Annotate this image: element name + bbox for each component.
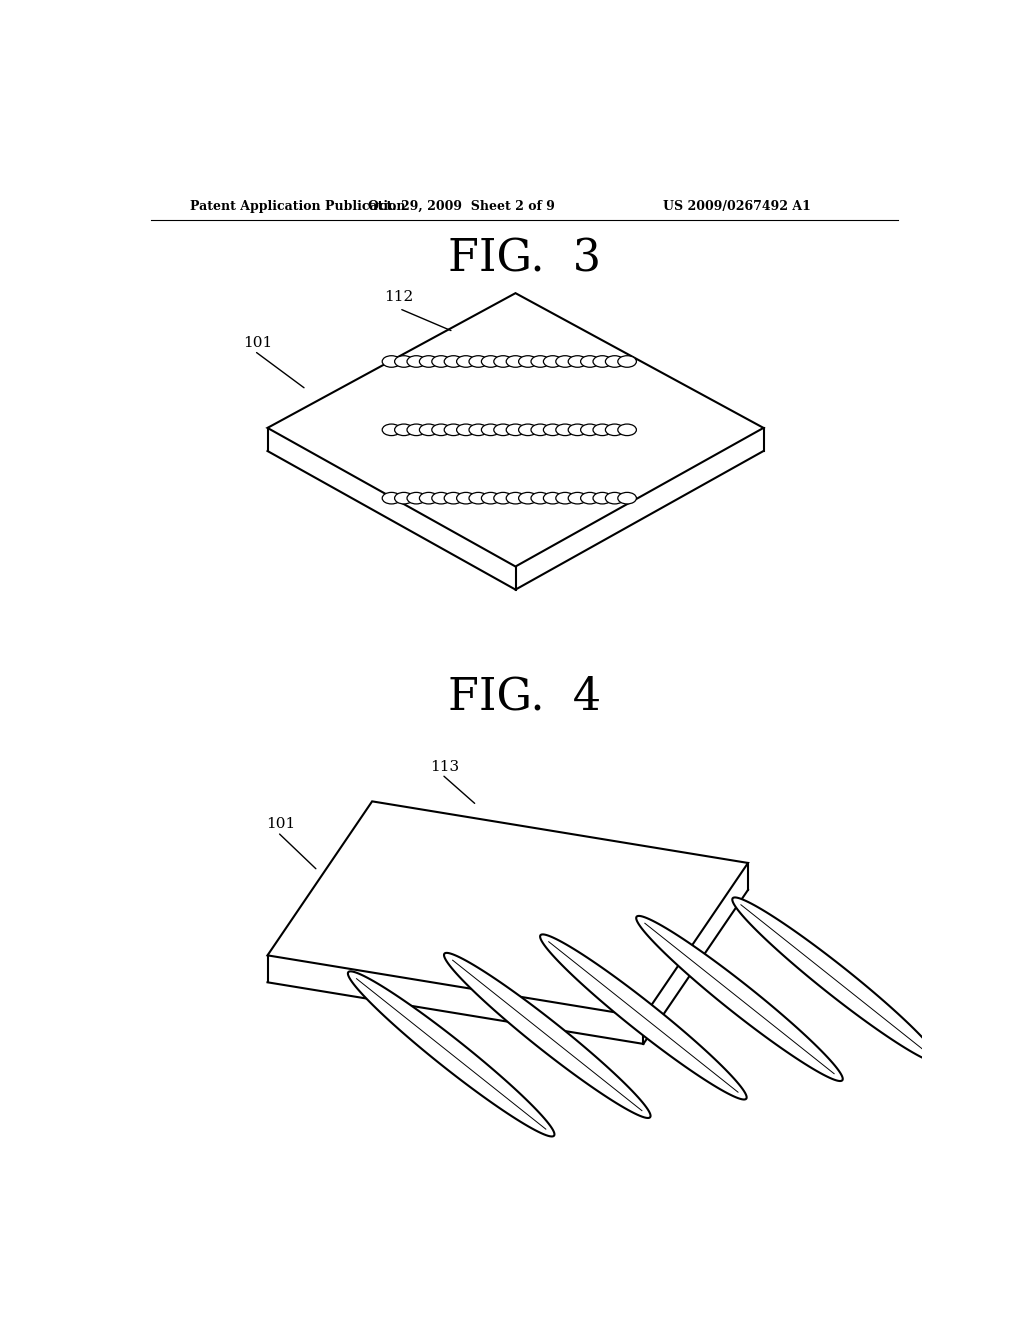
Ellipse shape	[544, 492, 562, 504]
Ellipse shape	[407, 355, 426, 367]
Text: Patent Application Publication: Patent Application Publication	[190, 199, 406, 213]
Text: 113: 113	[430, 760, 460, 774]
Ellipse shape	[394, 492, 414, 504]
Ellipse shape	[544, 355, 562, 367]
Ellipse shape	[444, 424, 463, 436]
Ellipse shape	[544, 424, 562, 436]
Ellipse shape	[506, 424, 524, 436]
Ellipse shape	[432, 492, 451, 504]
Ellipse shape	[394, 355, 414, 367]
Ellipse shape	[382, 355, 400, 367]
Ellipse shape	[568, 424, 587, 436]
Ellipse shape	[617, 355, 636, 367]
Ellipse shape	[407, 492, 426, 504]
Ellipse shape	[457, 492, 475, 504]
Ellipse shape	[617, 424, 636, 436]
Ellipse shape	[581, 424, 599, 436]
Ellipse shape	[605, 424, 624, 436]
Ellipse shape	[469, 492, 487, 504]
Ellipse shape	[382, 492, 400, 504]
Ellipse shape	[444, 355, 463, 367]
Ellipse shape	[494, 424, 512, 436]
Ellipse shape	[593, 492, 611, 504]
Ellipse shape	[568, 492, 587, 504]
Ellipse shape	[506, 492, 524, 504]
Ellipse shape	[457, 424, 475, 436]
Ellipse shape	[518, 492, 538, 504]
Ellipse shape	[420, 424, 438, 436]
Polygon shape	[267, 293, 764, 566]
Ellipse shape	[382, 424, 400, 436]
Ellipse shape	[394, 424, 414, 436]
Ellipse shape	[556, 492, 574, 504]
Ellipse shape	[469, 424, 487, 436]
Ellipse shape	[605, 492, 624, 504]
Ellipse shape	[531, 492, 550, 504]
Ellipse shape	[407, 424, 426, 436]
Text: 112: 112	[384, 290, 413, 304]
Ellipse shape	[481, 424, 500, 436]
Text: FIG.  4: FIG. 4	[449, 676, 601, 719]
Text: Oct. 29, 2009  Sheet 2 of 9: Oct. 29, 2009 Sheet 2 of 9	[368, 199, 555, 213]
Ellipse shape	[518, 424, 538, 436]
Ellipse shape	[420, 355, 438, 367]
Ellipse shape	[605, 355, 624, 367]
Ellipse shape	[506, 355, 524, 367]
Ellipse shape	[531, 424, 550, 436]
Ellipse shape	[481, 492, 500, 504]
Polygon shape	[444, 953, 650, 1118]
Text: 101: 101	[266, 817, 295, 832]
Ellipse shape	[420, 492, 438, 504]
Polygon shape	[267, 801, 748, 1016]
Ellipse shape	[494, 492, 512, 504]
Polygon shape	[348, 972, 554, 1137]
Ellipse shape	[518, 355, 538, 367]
Polygon shape	[636, 916, 843, 1081]
Ellipse shape	[444, 492, 463, 504]
Text: 101: 101	[243, 337, 272, 350]
Ellipse shape	[581, 492, 599, 504]
Ellipse shape	[556, 355, 574, 367]
Ellipse shape	[457, 355, 475, 367]
Ellipse shape	[531, 355, 550, 367]
Polygon shape	[540, 935, 746, 1100]
Text: FIG.  3: FIG. 3	[449, 236, 601, 280]
Text: US 2009/0267492 A1: US 2009/0267492 A1	[663, 199, 811, 213]
Ellipse shape	[432, 355, 451, 367]
Ellipse shape	[581, 355, 599, 367]
Ellipse shape	[432, 424, 451, 436]
Ellipse shape	[617, 492, 636, 504]
Ellipse shape	[556, 424, 574, 436]
Ellipse shape	[481, 355, 500, 367]
Ellipse shape	[593, 355, 611, 367]
Polygon shape	[732, 898, 939, 1063]
Ellipse shape	[469, 355, 487, 367]
Ellipse shape	[494, 355, 512, 367]
Ellipse shape	[593, 424, 611, 436]
Ellipse shape	[568, 355, 587, 367]
